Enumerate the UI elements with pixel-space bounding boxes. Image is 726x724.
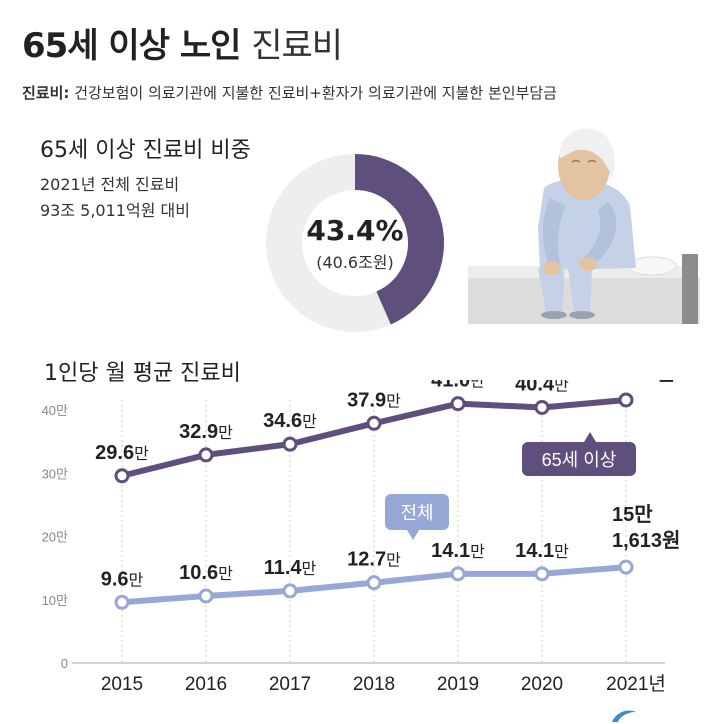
data-point-elderly <box>366 415 382 431</box>
series-tag-elderly: 65세 이상 <box>522 432 636 476</box>
data-point-total <box>450 566 466 582</box>
data-point-total <box>198 588 214 604</box>
x-tick-label: 2018 <box>353 674 395 695</box>
series-tag-total-box <box>385 494 449 530</box>
y-tick-label: 10만 <box>42 593 68 608</box>
y-tick-label: 40만 <box>42 403 68 418</box>
share-title: 65세 이상 진료비 비중 <box>40 138 251 163</box>
chart-title: 1인당 월 평균 진료비 <box>44 361 241 386</box>
data-point-elderly <box>282 436 298 452</box>
x-tick-label: 2016 <box>185 674 227 695</box>
page-title: 65세 이상 노인 진료비 <box>22 18 343 67</box>
data-point-total <box>534 566 550 582</box>
data-label-elderly: 29.6만 <box>95 442 149 464</box>
definition-text: 건강보험이 의료기관에 지불한 진료비+환자가 의료기관에 지불한 본인부담금 <box>74 84 557 102</box>
chart-series <box>114 392 634 610</box>
data-point-elderly <box>450 396 466 412</box>
series-tag-total-label: 전체 <box>400 503 433 523</box>
data-label-total: 12.7만 <box>347 549 401 571</box>
last-value-label-line2: 5887원 <box>612 380 675 385</box>
data-point-total <box>114 594 130 610</box>
data-label-total: 10.6만 <box>179 562 233 584</box>
donut-amount: (40.6조원) <box>316 253 394 272</box>
y-tick-label: 20만 <box>42 530 68 545</box>
x-tick-label: 2020 <box>521 674 563 695</box>
share-description: 2021년 전체 진료비 93조 5,011억원 대비 <box>40 172 190 224</box>
data-label-elderly: 37.9만 <box>347 389 401 411</box>
chart-axes: 0 10만 20만 30만 40만 2015 2016 2017 2018 2019 2020 202… <box>42 403 666 695</box>
data-point-total <box>618 559 634 575</box>
share-donut-chart <box>266 154 444 332</box>
series-tag-elderly-label: 65세 이상 <box>542 450 617 470</box>
share-desc-line1: 2021년 전체 진료비 <box>40 175 180 194</box>
elderly-person-illustration <box>468 128 700 324</box>
y-tick-label: 30만 <box>42 466 68 481</box>
line-chart: 0 10만 20만 30만 40만 2015 2016 2017 2018 2019 2020 202… <box>42 380 681 695</box>
series-tag-elderly-pointer <box>584 432 596 442</box>
share-desc-line2: 93조 5,011억원 대비 <box>40 201 190 220</box>
data-point-total <box>366 575 382 591</box>
donut-percent: 43.4% <box>306 214 404 247</box>
data-point-total <box>282 583 298 599</box>
data-point-elderly <box>198 447 214 463</box>
x-tick-label: 2019 <box>437 674 479 695</box>
x-tick-label: 2021년 <box>606 673 666 695</box>
x-tick-label: 2017 <box>269 674 311 695</box>
donut-slice-elderly <box>354 154 444 325</box>
series-tag-elderly-box <box>522 442 636 476</box>
y-tick-label: 0 <box>61 656 68 671</box>
page-title-bold: 65세 이상 노인 <box>22 26 241 66</box>
definition-label: 진료비: <box>22 84 70 102</box>
page-title-light: 진료비 <box>251 26 343 66</box>
data-label-elderly: 40.4만 <box>515 380 569 395</box>
data-label-elderly: 32.9만 <box>179 421 233 443</box>
definition: 진료비: 건강보험이 의료기관에 지불한 진료비+환자가 의료기관에 지불한 본… <box>22 82 557 103</box>
x-tick-label: 2015 <box>101 674 143 695</box>
data-point-elderly <box>618 392 634 408</box>
data-label-elderly: 41.0만 <box>431 380 485 392</box>
last-value-label-line1: 15만 <box>612 503 653 526</box>
data-label-total: 14.1만 <box>431 540 485 562</box>
publisher-logo-icon <box>612 710 636 722</box>
data-label-total: 11.4만 <box>264 557 317 579</box>
chart-grid <box>121 400 627 663</box>
data-label-total: 9.6만 <box>101 568 144 590</box>
chart-labels: 29.6만32.9만34.6만37.9만41.0만40.4만41만5887원9.… <box>95 380 680 590</box>
series-tag-total-pointer <box>407 530 419 540</box>
data-label-elderly: 34.6만 <box>263 410 317 432</box>
data-label-total: 14.1만 <box>515 540 569 562</box>
series-tag-total: 전체 <box>385 494 449 540</box>
data-point-elderly <box>114 468 130 484</box>
donut-center-text: 43.4% (40.6조원) <box>270 214 440 273</box>
data-point-elderly <box>534 399 550 415</box>
last-value-label-line2: 1,613원 <box>612 529 680 552</box>
